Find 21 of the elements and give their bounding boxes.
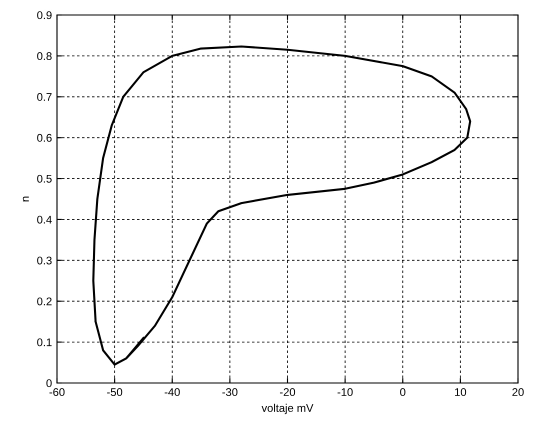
x-tick-label: 0 [400, 388, 406, 396]
y-tick-label: 0.5 [37, 174, 52, 183]
x-axis-title: voltaje mV [262, 404, 314, 414]
y-tick-label: 0.6 [37, 134, 52, 142]
x-tick-label: -10 [338, 388, 353, 396]
x-tick-label: -60 [49, 388, 65, 396]
y-tick-label: 0.4 [37, 216, 52, 224]
x-tick-label: -20 [280, 388, 296, 396]
y-tick-label: 0 [46, 379, 52, 388]
y-tick-label: 0.7 [37, 93, 52, 101]
x-tick-label: -50 [107, 388, 122, 396]
y-tick-label: 0.1 [37, 338, 52, 346]
y-tick-label: 0.3 [37, 256, 52, 264]
y-tick-label: 0.9 [37, 11, 52, 20]
x-tick-label: -40 [164, 388, 180, 396]
x-tick-label: 10 [455, 388, 466, 396]
y-axis-title: n [22, 196, 29, 202]
y-tick-label: 0.8 [37, 52, 52, 60]
x-tick-label: 20 [512, 388, 524, 396]
y-tick-label: 0.2 [37, 297, 52, 306]
x-tick-label: -30 [222, 388, 238, 396]
